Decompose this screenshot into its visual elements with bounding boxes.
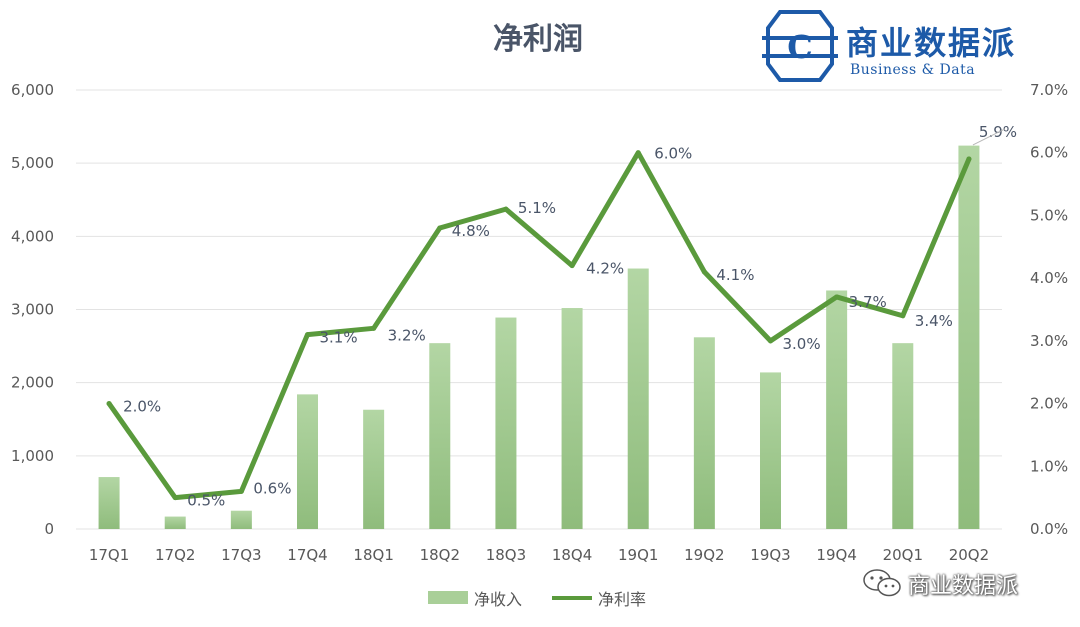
data-label: 4.2% [586, 260, 624, 278]
y-left-tick-label: 6,000 [11, 81, 54, 99]
logo-mark-icon: C [762, 10, 838, 82]
x-tick-label: 19Q3 [750, 546, 790, 564]
x-tick-label: 18Q3 [486, 546, 526, 564]
y-right-tick-label: 3.0% [1030, 332, 1068, 350]
line-point [172, 495, 178, 501]
x-tick-label: 19Q1 [618, 546, 658, 564]
data-label: 3.2% [388, 326, 426, 344]
x-tick-label: 18Q1 [353, 546, 393, 564]
bar [98, 477, 120, 529]
y-right-tick-label: 1.0% [1030, 457, 1068, 475]
watermark-text: 商业数据派 [908, 574, 1019, 599]
bar [230, 510, 252, 529]
bar [892, 343, 914, 529]
logo-name: 商业数据派 [846, 24, 1017, 62]
line-point [371, 325, 377, 331]
y-left-tick-label: 3,000 [11, 301, 54, 319]
legend-label-net-income: 净收入 [474, 590, 523, 609]
bar [495, 317, 517, 529]
data-label: 5.1% [518, 199, 556, 217]
line-point [701, 269, 707, 275]
bar [826, 290, 848, 529]
wechat-icon [863, 569, 901, 597]
x-tick-label: 17Q2 [155, 546, 195, 564]
x-tick-label: 18Q4 [552, 546, 592, 564]
y-right-tick-label: 0.0% [1030, 520, 1068, 538]
line-point [238, 488, 244, 494]
y-right-tick-label: 6.0% [1030, 144, 1068, 162]
data-label: 3.7% [849, 293, 887, 311]
bar [958, 145, 980, 529]
data-label: 3.0% [783, 335, 821, 353]
y-left-tick-label: 4,000 [11, 227, 54, 245]
data-label: 4.1% [716, 266, 754, 284]
x-tick-label: 17Q4 [287, 546, 327, 564]
line-series [106, 150, 972, 501]
y-left-tick-label: 0 [44, 520, 54, 538]
line-point [106, 401, 112, 407]
line-point [305, 332, 310, 338]
line-point [437, 225, 443, 231]
bar [363, 409, 385, 529]
line-point [768, 338, 773, 344]
data-label: 2.0% [123, 398, 161, 416]
line-point [503, 206, 509, 212]
legend-bar-swatch [428, 591, 468, 604]
legend-label-net-margin: 净利率 [598, 590, 647, 609]
logo-letter: C [787, 28, 812, 66]
x-tick-label: 20Q2 [949, 546, 989, 564]
y-right-tick-label: 2.0% [1030, 395, 1068, 413]
data-label: 3.4% [915, 312, 953, 330]
bar [760, 372, 781, 529]
y-left-tick-label: 5,000 [11, 154, 54, 172]
x-tick-label: 20Q1 [883, 546, 923, 564]
legend-line-swatch [552, 596, 592, 600]
logo-subtitle: Business & Data [850, 62, 976, 78]
bar [693, 337, 715, 529]
brand-logo: C 商业数据派 Business & Data [762, 6, 1042, 86]
bar [561, 308, 583, 529]
bar [164, 516, 186, 529]
x-tick-label: 17Q3 [221, 546, 261, 564]
data-label: 0.6% [253, 479, 291, 497]
y-right-tick-label: 4.0% [1030, 269, 1068, 287]
line-point [635, 150, 641, 156]
data-label: 0.5% [187, 492, 225, 510]
x-tick-label: 19Q4 [816, 546, 856, 564]
chart-title: 净利润 [493, 22, 583, 57]
x-tick-label: 17Q1 [89, 546, 129, 564]
data-label: 3.1% [320, 329, 358, 347]
y-right-tick-label: 7.0% [1030, 81, 1068, 99]
x-tick-label: 18Q2 [420, 546, 460, 564]
y-left-tick-label: 2,000 [11, 374, 54, 392]
bar [429, 343, 451, 529]
line-point [569, 263, 575, 269]
data-label-leader [972, 128, 1006, 146]
x-tick-label: 19Q2 [684, 546, 724, 564]
line-point [900, 313, 906, 319]
line-point [834, 294, 840, 300]
bar [297, 394, 318, 529]
line-point [966, 156, 972, 162]
watermark: 商业数据派 [862, 566, 1062, 599]
y-right-tick-label: 5.0% [1030, 206, 1068, 224]
bar [627, 268, 649, 529]
y-left-tick-label: 1,000 [11, 447, 54, 465]
data-label: 6.0% [654, 145, 692, 163]
data-label: 4.8% [452, 222, 490, 240]
